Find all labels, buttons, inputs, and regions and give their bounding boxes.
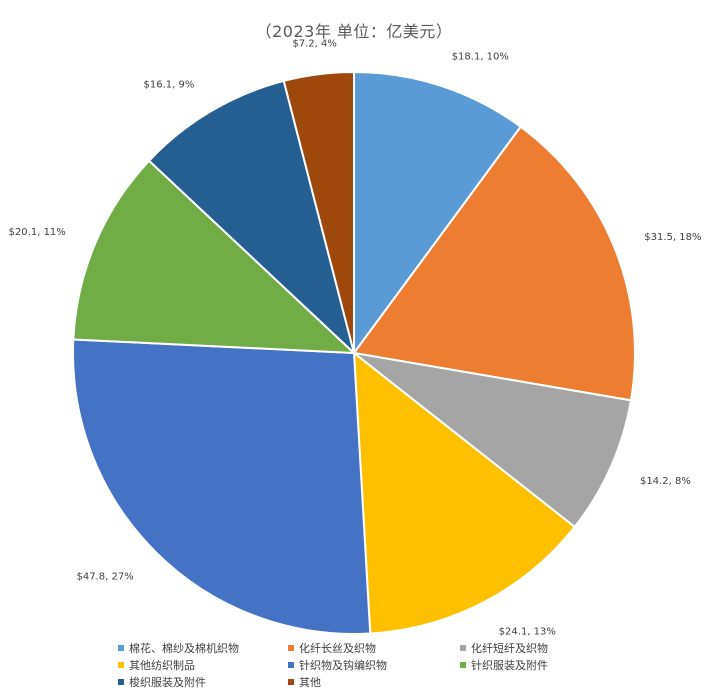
legend-swatch xyxy=(118,661,124,668)
legend-swatch xyxy=(118,678,124,685)
legend-item-7: 梭织服装及附件 xyxy=(118,674,288,689)
legend-swatch xyxy=(288,678,294,685)
legend-item-2: 化纤长丝及织物 xyxy=(288,640,460,655)
legend-label: 化纤短纤及织物 xyxy=(471,641,548,655)
legend-label: 其他 xyxy=(299,675,321,689)
data-label-6: $20.1, 11% xyxy=(9,227,66,238)
pie-slice-4 xyxy=(352,350,577,635)
legend-item-4: 其他纺织制品 xyxy=(118,657,288,672)
legend-item-8: 其他 xyxy=(288,674,460,689)
legend-label: 针织物及钩编织物 xyxy=(299,658,387,672)
legend-item-6: 针织服装及附件 xyxy=(460,657,630,672)
legend-swatch xyxy=(288,661,294,668)
legend-label: 化纤长丝及织物 xyxy=(299,641,376,655)
data-label-5: $47.8, 27% xyxy=(76,571,133,582)
legend-swatch xyxy=(460,644,466,651)
data-label-2: $31.5, 18% xyxy=(644,232,701,243)
pie-slice-1 xyxy=(353,70,523,357)
legend-swatch xyxy=(288,644,294,651)
pie-slice-6 xyxy=(72,159,357,355)
legend-label: 棉花、棉纱及棉机织物 xyxy=(129,641,239,655)
pie-slice-5 xyxy=(72,338,372,635)
legend-label: 针织服装及附件 xyxy=(471,658,548,672)
legend-item-1: 棉花、棉纱及棉机织物 xyxy=(118,640,288,655)
data-label-3: $14.2, 8% xyxy=(640,476,691,487)
data-label-1: $18.1, 10% xyxy=(452,52,509,63)
pie-slice-7 xyxy=(147,79,356,357)
pie-slice-8 xyxy=(282,70,355,354)
legend-label: 梭织服装及附件 xyxy=(129,675,206,689)
pie-slice-2 xyxy=(352,125,636,402)
data-label-8: $7.2, 4% xyxy=(292,39,337,50)
chart-title: （2023年 单位：亿美元） xyxy=(255,22,453,41)
data-label-4: $24.1, 13% xyxy=(499,627,556,638)
legend-label: 其他纺织制品 xyxy=(129,658,195,672)
legend-item-3: 化纤短纤及织物 xyxy=(460,640,630,655)
legend-swatch xyxy=(118,644,124,651)
data-label-7: $16.1, 9% xyxy=(144,80,195,91)
chart-legend: 棉花、棉纱及棉机织物 化纤长丝及织物 化纤短纤及织物其他纺织制品 针织物及钩编织物 针织… xyxy=(118,640,638,689)
legend-swatch xyxy=(460,661,466,668)
pie-slice-3 xyxy=(353,352,633,529)
legend-item-5: 针织物及钩编织物 xyxy=(288,657,460,672)
